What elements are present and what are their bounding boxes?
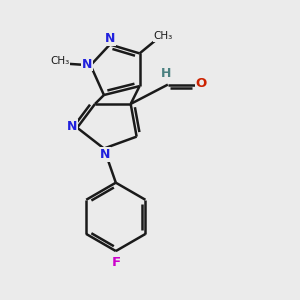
Text: N: N (67, 120, 77, 133)
Text: CH₃: CH₃ (154, 32, 173, 41)
Text: F: F (111, 256, 120, 269)
Text: H: H (161, 67, 172, 80)
Text: N: N (105, 32, 116, 45)
Text: N: N (82, 58, 92, 70)
Text: N: N (100, 148, 111, 161)
Text: O: O (196, 77, 207, 90)
Text: CH₃: CH₃ (50, 56, 70, 66)
